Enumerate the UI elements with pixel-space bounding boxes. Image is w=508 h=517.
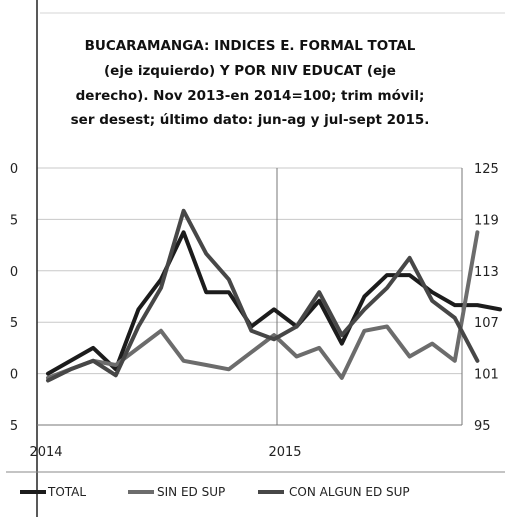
y-left-tick-label: 5	[10, 213, 18, 228]
tick-labels: 0 5 0 5 0 5 95 101 107 113 119 125 2014 2015	[10, 162, 499, 460]
legend-label: CON ALGUN ED SUP	[289, 485, 410, 499]
y-right-tick-label: 125	[474, 162, 499, 177]
legend-label: TOTAL	[47, 485, 86, 499]
title-line: ser desest; último dato: jun-ag y jul-se…	[71, 112, 430, 128]
y-right-tick-label: 101	[474, 368, 499, 383]
y-left-tick-label: 5	[10, 419, 18, 434]
title-line: BUCARAMANGA: INDICES E. FORMAL TOTAL	[85, 38, 416, 54]
x-tick-label: 2015	[268, 445, 301, 460]
y-left-tick-label: 0	[10, 265, 18, 280]
legend: TOTAL SIN ED SUP CON ALGUN ED SUP	[6, 472, 505, 499]
y-right-tick-label: 107	[474, 316, 499, 331]
title-line: derecho). Nov 2013-en 2014=100; trim móv…	[76, 88, 425, 104]
y-right-tick-label: 95	[474, 419, 491, 434]
y-right-tick-label: 119	[474, 213, 499, 228]
y-left-tick-label: 0	[10, 368, 18, 383]
y-right-tick-label: 113	[474, 265, 499, 280]
series-line-sin-ed-sup	[48, 232, 477, 378]
chart-title: BUCARAMANGA: INDICES E. FORMAL TOTAL (eje…	[71, 38, 430, 128]
series-lines	[48, 211, 500, 381]
y-left-tick-label: 0	[10, 162, 18, 177]
legend-label: SIN ED SUP	[157, 485, 225, 499]
y-left-tick-label: 5	[10, 316, 18, 331]
x-tick-label: 2014	[29, 445, 62, 460]
title-line: (eje izquierdo) Y POR NIV EDUCAT (eje	[104, 63, 396, 79]
